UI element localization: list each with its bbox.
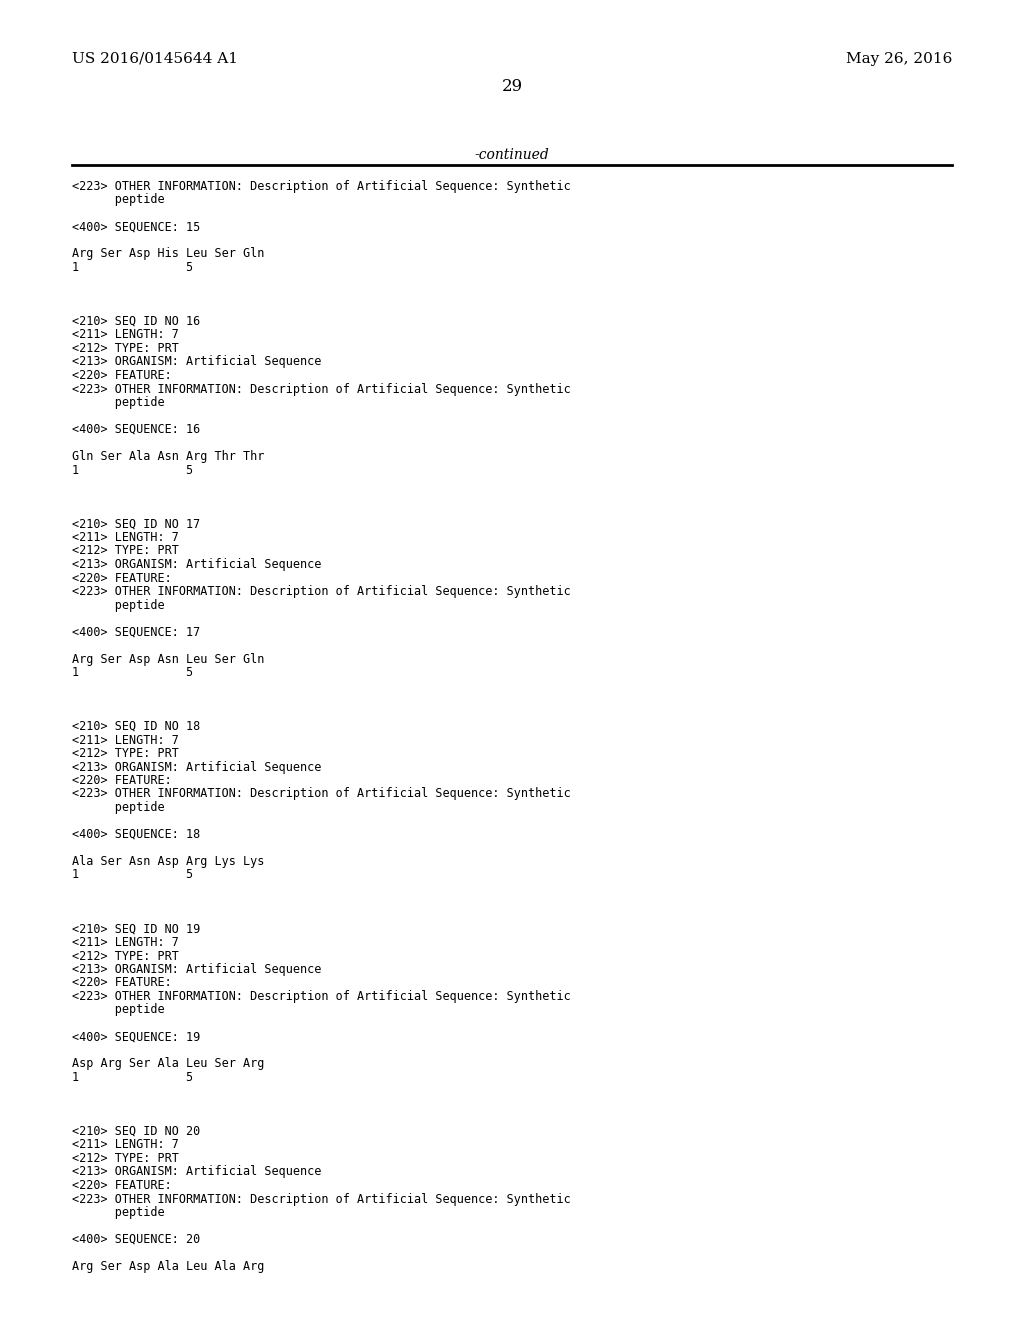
Text: -continued: -continued — [475, 148, 549, 162]
Text: <210> SEQ ID NO 16: <210> SEQ ID NO 16 — [72, 315, 201, 327]
Text: 1               5: 1 5 — [72, 1071, 194, 1084]
Text: <212> TYPE: PRT: <212> TYPE: PRT — [72, 949, 179, 962]
Text: <223> OTHER INFORMATION: Description of Artificial Sequence: Synthetic: <223> OTHER INFORMATION: Description of … — [72, 585, 570, 598]
Text: Arg Ser Asp Ala Leu Ala Arg: Arg Ser Asp Ala Leu Ala Arg — [72, 1261, 264, 1272]
Text: <223> OTHER INFORMATION: Description of Artificial Sequence: Synthetic: <223> OTHER INFORMATION: Description of … — [72, 788, 570, 800]
Text: <210> SEQ ID NO 19: <210> SEQ ID NO 19 — [72, 923, 201, 936]
Text: peptide: peptide — [72, 396, 165, 409]
Text: <213> ORGANISM: Artificial Sequence: <213> ORGANISM: Artificial Sequence — [72, 760, 322, 774]
Text: <400> SEQUENCE: 17: <400> SEQUENCE: 17 — [72, 626, 201, 639]
Text: <213> ORGANISM: Artificial Sequence: <213> ORGANISM: Artificial Sequence — [72, 1166, 322, 1179]
Text: <210> SEQ ID NO 18: <210> SEQ ID NO 18 — [72, 719, 201, 733]
Text: peptide: peptide — [72, 194, 165, 206]
Text: <212> TYPE: PRT: <212> TYPE: PRT — [72, 747, 179, 760]
Text: <212> TYPE: PRT: <212> TYPE: PRT — [72, 342, 179, 355]
Text: <223> OTHER INFORMATION: Description of Artificial Sequence: Synthetic: <223> OTHER INFORMATION: Description of … — [72, 383, 570, 396]
Text: <220> FEATURE:: <220> FEATURE: — [72, 370, 172, 381]
Text: peptide: peptide — [72, 801, 165, 814]
Text: peptide: peptide — [72, 598, 165, 611]
Text: <213> ORGANISM: Artificial Sequence: <213> ORGANISM: Artificial Sequence — [72, 355, 322, 368]
Text: <400> SEQUENCE: 18: <400> SEQUENCE: 18 — [72, 828, 201, 841]
Text: peptide: peptide — [72, 1206, 165, 1218]
Text: Asp Arg Ser Ala Leu Ser Arg: Asp Arg Ser Ala Leu Ser Arg — [72, 1057, 264, 1071]
Text: Arg Ser Asp His Leu Ser Gln: Arg Ser Asp His Leu Ser Gln — [72, 248, 264, 260]
Text: <211> LENGTH: 7: <211> LENGTH: 7 — [72, 329, 179, 342]
Text: <210> SEQ ID NO 20: <210> SEQ ID NO 20 — [72, 1125, 201, 1138]
Text: Ala Ser Asn Asp Arg Lys Lys: Ala Ser Asn Asp Arg Lys Lys — [72, 855, 264, 869]
Text: <210> SEQ ID NO 17: <210> SEQ ID NO 17 — [72, 517, 201, 531]
Text: <212> TYPE: PRT: <212> TYPE: PRT — [72, 544, 179, 557]
Text: 1               5: 1 5 — [72, 261, 194, 275]
Text: <211> LENGTH: 7: <211> LENGTH: 7 — [72, 936, 179, 949]
Text: 1               5: 1 5 — [72, 463, 194, 477]
Text: May 26, 2016: May 26, 2016 — [846, 51, 952, 66]
Text: <211> LENGTH: 7: <211> LENGTH: 7 — [72, 531, 179, 544]
Text: <223> OTHER INFORMATION: Description of Artificial Sequence: Synthetic: <223> OTHER INFORMATION: Description of … — [72, 990, 570, 1003]
Text: 29: 29 — [502, 78, 522, 95]
Text: 1               5: 1 5 — [72, 667, 194, 678]
Text: <211> LENGTH: 7: <211> LENGTH: 7 — [72, 734, 179, 747]
Text: <400> SEQUENCE: 15: <400> SEQUENCE: 15 — [72, 220, 201, 234]
Text: <223> OTHER INFORMATION: Description of Artificial Sequence: Synthetic: <223> OTHER INFORMATION: Description of … — [72, 180, 570, 193]
Text: <212> TYPE: PRT: <212> TYPE: PRT — [72, 1152, 179, 1166]
Text: 1               5: 1 5 — [72, 869, 194, 882]
Text: US 2016/0145644 A1: US 2016/0145644 A1 — [72, 51, 238, 66]
Text: <213> ORGANISM: Artificial Sequence: <213> ORGANISM: Artificial Sequence — [72, 558, 322, 572]
Text: <400> SEQUENCE: 16: <400> SEQUENCE: 16 — [72, 422, 201, 436]
Text: <213> ORGANISM: Artificial Sequence: <213> ORGANISM: Artificial Sequence — [72, 964, 322, 975]
Text: <211> LENGTH: 7: <211> LENGTH: 7 — [72, 1138, 179, 1151]
Text: Arg Ser Asp Asn Leu Ser Gln: Arg Ser Asp Asn Leu Ser Gln — [72, 652, 264, 665]
Text: <220> FEATURE:: <220> FEATURE: — [72, 1179, 172, 1192]
Text: <220> FEATURE:: <220> FEATURE: — [72, 977, 172, 990]
Text: <220> FEATURE:: <220> FEATURE: — [72, 774, 172, 787]
Text: peptide: peptide — [72, 1003, 165, 1016]
Text: Gln Ser Ala Asn Arg Thr Thr: Gln Ser Ala Asn Arg Thr Thr — [72, 450, 264, 463]
Text: <400> SEQUENCE: 19: <400> SEQUENCE: 19 — [72, 1031, 201, 1044]
Text: <220> FEATURE:: <220> FEATURE: — [72, 572, 172, 585]
Text: <400> SEQUENCE: 20: <400> SEQUENCE: 20 — [72, 1233, 201, 1246]
Text: <223> OTHER INFORMATION: Description of Artificial Sequence: Synthetic: <223> OTHER INFORMATION: Description of … — [72, 1192, 570, 1205]
